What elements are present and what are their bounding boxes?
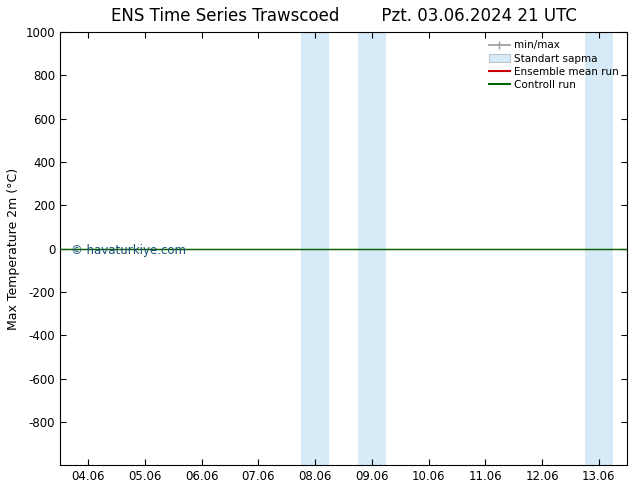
Y-axis label: Max Temperature 2m (°C): Max Temperature 2m (°C): [7, 168, 20, 330]
Bar: [301, 32, 329, 465]
Title: ENS Time Series Trawscoed        Pzt. 03.06.2024 21 UTC: ENS Time Series Trawscoed Pzt. 03.06.202…: [110, 7, 576, 25]
Text: © havaturkiye.com: © havaturkiye.com: [72, 245, 186, 257]
Legend: min/max, Standart sapma, Ensemble mean run, Controll run: min/max, Standart sapma, Ensemble mean r…: [486, 37, 622, 93]
Bar: [358, 32, 386, 465]
Bar: [585, 32, 613, 465]
